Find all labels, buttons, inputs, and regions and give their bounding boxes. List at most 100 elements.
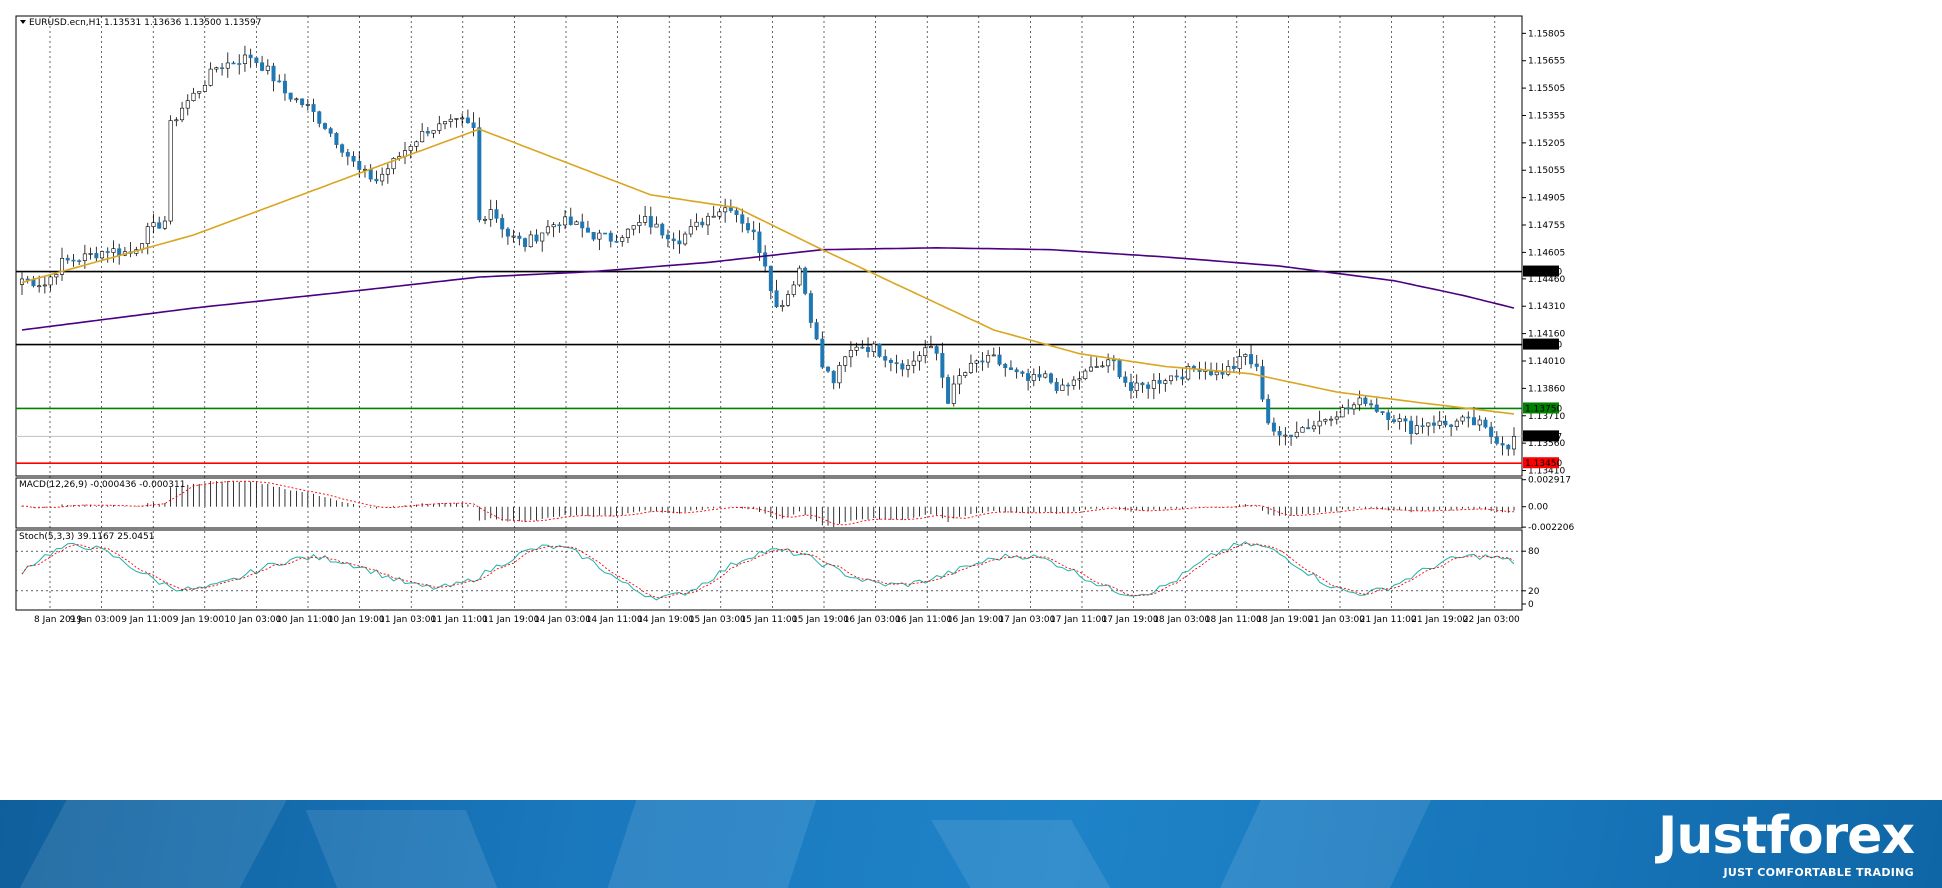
time-tick-label: 18 Jan 11:00 <box>1205 615 1262 625</box>
bear-candle <box>1494 436 1499 444</box>
bull-candle <box>225 62 230 69</box>
bear-candle <box>282 80 287 94</box>
bear-candle <box>888 359 893 363</box>
bear-candle <box>1066 384 1071 387</box>
bear-candle <box>71 259 76 262</box>
bull-candle <box>717 211 722 217</box>
bull-candle <box>854 346 859 351</box>
stoch-header: Stoch(5,3,3) 39.1167 25.0451 <box>19 532 154 542</box>
bear-candle <box>860 346 865 349</box>
bear-candle <box>1369 403 1374 406</box>
bear-candle <box>1466 416 1471 419</box>
brand-tagline: JUST COMFORTABLE TRADING <box>1723 866 1914 879</box>
stoch-tick-label: 0 <box>1528 600 1534 610</box>
bear-candle <box>477 127 482 221</box>
bear-candle <box>803 267 808 294</box>
bull-candle <box>294 98 299 101</box>
bull-candle <box>1334 416 1339 420</box>
bull-candle <box>305 104 310 106</box>
bull-candle <box>454 118 459 120</box>
price-tick-label: 1.15805 <box>1528 29 1565 39</box>
bull-candle <box>202 85 207 92</box>
price-tick-label: 1.13860 <box>1528 384 1565 394</box>
bear-candle <box>277 80 282 83</box>
bull-candle <box>483 218 488 221</box>
time-tick-label: 9 Jan 11:00 <box>121 615 173 625</box>
bull-candle <box>1357 397 1362 406</box>
bear-candle <box>940 353 945 378</box>
bear-candle <box>677 240 682 245</box>
level-price-tag <box>1523 265 1559 277</box>
bull-candle <box>1311 425 1316 430</box>
bull-candle <box>1094 366 1099 368</box>
bull-candle <box>82 253 87 261</box>
last-price-tag <box>1523 430 1559 442</box>
time-tick-label: 17 Jan 03:00 <box>998 615 1055 625</box>
bear-candle <box>1128 382 1134 391</box>
bear-candle <box>751 229 756 233</box>
macd-header: MACD(12,26,9) -0.000436 -0.000311 <box>19 480 185 490</box>
bull-candle <box>694 221 699 227</box>
bull-candle <box>1294 431 1299 438</box>
bear-candle <box>740 214 745 224</box>
time-tick-label: 16 Jan 11:00 <box>895 615 952 625</box>
level-price-label: 1.13750 <box>1525 404 1562 414</box>
bear-candle <box>1420 425 1425 428</box>
time-tick-label: 16 Jan 19:00 <box>947 615 1004 625</box>
bear-candle <box>1500 443 1505 446</box>
bull-candle <box>1186 366 1191 380</box>
level-price-label: 1.14100 <box>1525 341 1562 351</box>
bull-candle <box>991 354 996 357</box>
bear-candle <box>700 221 705 226</box>
bear-candle <box>665 234 670 240</box>
bull-candle <box>1351 404 1356 410</box>
bear-candle <box>1220 371 1225 375</box>
bear-candle <box>1054 382 1059 391</box>
bear-candle <box>231 62 236 65</box>
bull-candle <box>968 362 973 373</box>
bull-candle <box>265 65 270 71</box>
bear-candle <box>1374 404 1379 412</box>
bull-candle <box>654 223 659 228</box>
bull-candle <box>1060 384 1065 391</box>
bear-candle <box>77 260 82 262</box>
bear-candle <box>1363 397 1368 404</box>
bear-candle <box>1346 407 1351 410</box>
bear-candle <box>117 248 122 256</box>
bear-candle <box>465 117 470 124</box>
bull-candle <box>906 365 911 370</box>
bull-candle <box>540 232 545 242</box>
macd-tick-label: 0.002917 <box>1528 476 1571 486</box>
bull-candle <box>951 383 956 404</box>
bear-candle <box>671 238 676 242</box>
bull-candle <box>631 225 636 230</box>
bear-candle <box>1180 376 1185 380</box>
time-tick-label: 15 Jan 03:00 <box>689 615 746 625</box>
bear-candle <box>1254 363 1259 367</box>
bear-candle <box>934 346 939 354</box>
bull-candle <box>1437 420 1442 426</box>
bear-candle <box>768 265 773 292</box>
bear-candle <box>328 128 333 134</box>
bear-candle <box>883 356 888 361</box>
bear-candle <box>997 354 1002 365</box>
fast-moving-average-line <box>21 128 1515 415</box>
bull-candle <box>1169 375 1174 382</box>
bull-candle <box>574 221 579 225</box>
bear-candle <box>1483 419 1488 428</box>
bear-candle <box>1140 382 1145 386</box>
price-tick-label: 1.14310 <box>1528 302 1565 312</box>
bull-candle <box>1414 425 1419 434</box>
bear-candle <box>523 238 528 248</box>
time-tick-label: 10 Jan 11:00 <box>276 615 333 625</box>
bull-candle <box>443 121 448 125</box>
macd-signal-line <box>21 480 1515 526</box>
bear-candle <box>763 252 768 267</box>
level-price-label: 1.14500 <box>1525 268 1562 278</box>
price-tick-label: 1.15055 <box>1528 166 1565 176</box>
bear-candle <box>300 98 305 105</box>
bull-candle <box>923 347 928 356</box>
bull-candle <box>1071 379 1076 386</box>
bear-candle <box>1449 424 1454 427</box>
